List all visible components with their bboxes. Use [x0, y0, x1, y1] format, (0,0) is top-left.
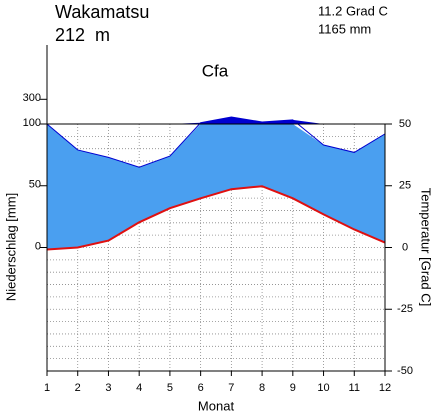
x-tick-label: 4 — [136, 382, 142, 394]
precipitation-line — [46, 116, 386, 168]
y-tick-label: 300 — [23, 92, 41, 104]
x-tick-label: 1 — [44, 382, 50, 394]
y-tick-label: 50 — [29, 179, 41, 191]
y2-tick-label: -50 — [397, 365, 413, 377]
x-tick-label: 3 — [105, 382, 111, 394]
y2-axis-label: Temperatur [Grad C] — [419, 188, 434, 307]
surplus-area — [47, 116, 385, 124]
annotation: 11.2 Grad C — [318, 3, 388, 18]
y-axis-label: Niederschlag [mm] — [3, 193, 18, 301]
temperature-line — [46, 185, 386, 251]
x-tick-label: 10 — [317, 382, 329, 394]
x-tick-label: 6 — [198, 382, 204, 394]
x-tick-label: 9 — [290, 382, 296, 394]
chart-subtitle: 212 m — [55, 25, 110, 45]
y2-tick-label: -25 — [397, 303, 413, 315]
x-tick-label: 12 — [379, 382, 391, 394]
x-tick-label: 5 — [167, 382, 173, 394]
x-axis-label: Monat — [198, 398, 235, 413]
x-tick-label: 2 — [75, 382, 81, 394]
y-tick-label: 100 — [23, 117, 41, 129]
y2-tick-label: 25 — [399, 180, 411, 192]
annotation: Cfa — [202, 61, 229, 80]
x-tick-label: 11 — [349, 382, 360, 394]
annotation: 1165 mm — [318, 21, 371, 36]
y2-tick-label: 0 — [402, 241, 408, 253]
x-tick-label: 7 — [228, 382, 234, 394]
y2-tick-label: 50 — [399, 118, 411, 130]
humid-area — [47, 124, 385, 250]
y-tick-label: 0 — [35, 240, 41, 252]
chart-title: Wakamatsu — [55, 2, 149, 22]
x-tick-label: 8 — [259, 382, 265, 394]
